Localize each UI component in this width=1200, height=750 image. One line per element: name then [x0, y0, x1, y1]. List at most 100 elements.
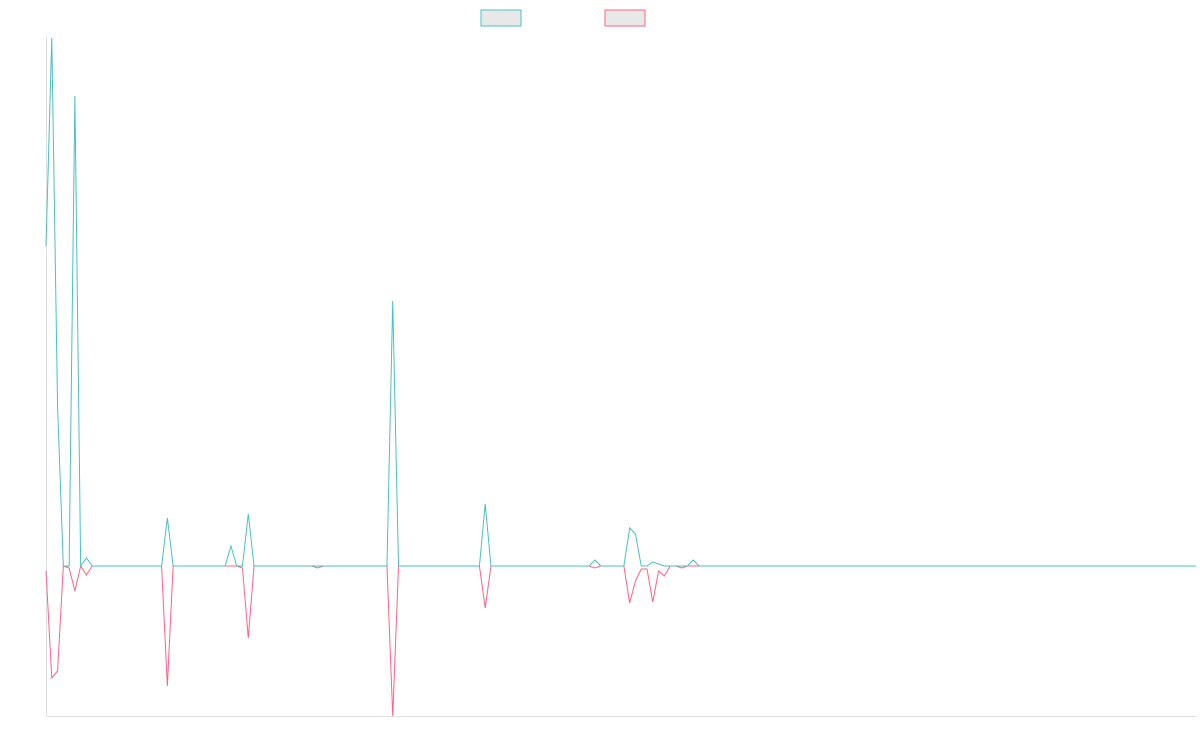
data-point[interactable] [627, 525, 633, 531]
data-point[interactable] [55, 403, 61, 409]
data-point[interactable] [765, 563, 771, 569]
data-point[interactable] [245, 511, 251, 517]
data-point[interactable] [760, 563, 766, 569]
data-point[interactable] [540, 563, 546, 569]
data-point[interactable] [575, 563, 581, 569]
data-point[interactable] [950, 563, 956, 569]
data-point[interactable] [211, 563, 217, 569]
data-point[interactable] [523, 563, 529, 569]
data-point[interactable] [286, 563, 292, 569]
data-point[interactable] [713, 563, 719, 569]
data-point[interactable] [344, 563, 350, 569]
data-point[interactable] [66, 563, 72, 569]
data-point[interactable] [355, 563, 361, 569]
data-point[interactable] [985, 563, 991, 569]
legend-swatch-negative[interactable] [604, 9, 646, 27]
data-point[interactable] [656, 568, 662, 574]
data-point[interactable] [823, 563, 829, 569]
data-point[interactable] [505, 563, 511, 569]
data-point[interactable] [1124, 563, 1130, 569]
data-point[interactable] [702, 563, 708, 569]
data-point[interactable] [690, 557, 696, 563]
data-point[interactable] [43, 243, 49, 249]
data-point[interactable] [338, 563, 344, 569]
data-point[interactable] [962, 563, 968, 569]
data-point[interactable] [1072, 563, 1078, 569]
data-point[interactable] [927, 563, 933, 569]
data-point[interactable] [557, 563, 563, 569]
data-point[interactable] [274, 563, 280, 569]
data-point[interactable] [881, 563, 887, 569]
data-point[interactable] [621, 563, 627, 569]
series-points-positive[interactable] [43, 35, 1199, 569]
data-point[interactable] [193, 563, 199, 569]
data-point[interactable] [413, 563, 419, 569]
data-point[interactable] [83, 572, 89, 578]
data-point[interactable] [933, 563, 939, 569]
data-point[interactable] [1153, 563, 1159, 569]
data-point[interactable] [748, 563, 754, 569]
data-point[interactable] [257, 563, 263, 569]
data-point[interactable] [1049, 563, 1055, 569]
legend-item-negative[interactable] [604, 9, 646, 27]
data-point[interactable] [788, 563, 794, 569]
data-point[interactable] [153, 563, 159, 569]
data-point[interactable] [910, 563, 916, 569]
data-point[interactable] [1141, 563, 1147, 569]
data-point[interactable] [419, 563, 425, 569]
data-point[interactable] [552, 563, 558, 569]
data-point[interactable] [1020, 563, 1026, 569]
data-point[interactable] [135, 563, 141, 569]
data-point[interactable] [887, 563, 893, 569]
data-point[interactable] [49, 675, 55, 681]
data-point[interactable] [228, 543, 234, 549]
data-point[interactable] [465, 563, 471, 569]
data-point[interactable] [234, 563, 240, 569]
data-point[interactable] [147, 563, 153, 569]
data-point[interactable] [453, 563, 459, 569]
data-point[interactable] [725, 563, 731, 569]
data-point[interactable] [199, 563, 205, 569]
data-point[interactable] [598, 563, 604, 569]
data-point[interactable] [968, 563, 974, 569]
data-point[interactable] [817, 563, 823, 569]
data-point[interactable] [280, 563, 286, 569]
data-point[interactable] [1077, 563, 1083, 569]
data-point[interactable] [1170, 563, 1176, 569]
data-point[interactable] [170, 563, 176, 569]
data-point[interactable] [736, 563, 742, 569]
data-point[interactable] [829, 563, 835, 569]
data-point[interactable] [656, 561, 662, 567]
series-points-negative[interactable] [43, 563, 1199, 719]
data-point[interactable] [482, 501, 488, 507]
data-point[interactable] [869, 563, 875, 569]
data-point[interactable] [315, 563, 321, 569]
data-point[interactable] [239, 563, 245, 569]
data-point[interactable] [921, 563, 927, 569]
data-point[interactable] [320, 563, 326, 569]
data-point[interactable] [1193, 563, 1199, 569]
data-point[interactable] [806, 563, 812, 569]
data-point[interactable] [1002, 563, 1008, 569]
data-point[interactable] [401, 563, 407, 569]
data-point[interactable] [673, 563, 679, 569]
data-point[interactable] [731, 563, 737, 569]
data-point[interactable] [1014, 563, 1020, 569]
data-point[interactable] [436, 563, 442, 569]
data-point[interactable] [476, 563, 482, 569]
data-point[interactable] [615, 563, 621, 569]
data-point[interactable] [112, 563, 118, 569]
data-point[interactable] [1147, 563, 1153, 569]
data-point[interactable] [719, 563, 725, 569]
data-point[interactable] [124, 563, 130, 569]
data-point[interactable] [638, 563, 644, 569]
data-point[interactable] [303, 563, 309, 569]
data-point[interactable] [632, 531, 638, 537]
data-point[interactable] [72, 93, 78, 99]
data-point[interactable] [367, 563, 373, 569]
data-point[interactable] [176, 563, 182, 569]
data-point[interactable] [1129, 563, 1135, 569]
data-point[interactable] [430, 563, 436, 569]
data-point[interactable] [130, 563, 136, 569]
data-point[interactable] [777, 563, 783, 569]
